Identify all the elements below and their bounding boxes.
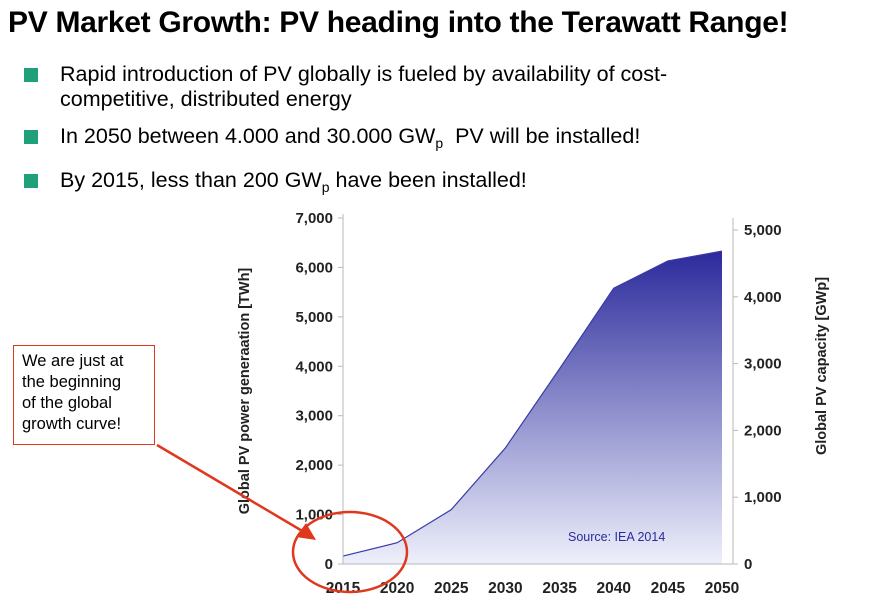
source-annotation: Source: IEA 2014 [568, 530, 665, 544]
bullet-text: In 2050 between 4.000 and 30.000 GW [60, 124, 436, 148]
bullet-text: By 2015, less than 200 GW [60, 168, 322, 192]
bullet-list: Rapid introduction of PV globally is fue… [24, 62, 667, 212]
x-tick-label: 2030 [488, 580, 522, 597]
y-tick-label: 6,000 [295, 259, 333, 276]
bullet-square-icon [24, 174, 38, 188]
bullet-subscript: p [435, 135, 444, 151]
x-tick-label: 2040 [596, 580, 630, 597]
y-tick-label: 7,000 [295, 210, 333, 227]
callout-box: We are just at the beginning of the glob… [13, 345, 155, 445]
y2-axis-label: Global PV capacity [GWp] [814, 277, 830, 455]
x-tick-label: 2020 [380, 580, 414, 597]
highlight-ellipse [291, 510, 409, 594]
bullet-text-end: PV will be installed! [443, 124, 641, 148]
bullet-text-continued: competitive, distributed energy [60, 87, 352, 111]
pv-series-line [342, 250, 723, 557]
callout-line: We are just at [22, 352, 124, 370]
slide-title: PV Market Growth: PV heading into the Te… [8, 6, 789, 39]
y2-tick-label: 1,000 [744, 489, 782, 506]
bullet-item: By 2015, less than 200 GWp have been ins… [24, 168, 667, 200]
callout-line: of the global [22, 394, 112, 412]
pv-area [343, 251, 722, 565]
y-tick-label: 2,000 [295, 457, 333, 474]
bullet-subscript: p [321, 179, 330, 195]
y-tick-label: 3,000 [295, 408, 333, 425]
x-tick-label: 2050 [705, 580, 739, 597]
x-tick-label: 2035 [542, 580, 577, 597]
y2-tick-label: 2,000 [744, 422, 782, 439]
callout-arrow-line [156, 443, 305, 534]
callout-line: the beginning [22, 373, 122, 391]
x-tick-label: 2045 [651, 580, 686, 597]
y2-tick-label: 5,000 [744, 222, 782, 239]
bullet-item: Rapid introduction of PV globally is fue… [24, 62, 667, 112]
y-tick-label: 5,000 [295, 309, 333, 326]
y2-tick-label: 3,000 [744, 356, 782, 373]
callout-arrow-head-icon [296, 523, 316, 540]
y-tick-label: 4,000 [295, 358, 333, 375]
bullet-square-icon [24, 130, 38, 144]
x-tick-label: 2015 [326, 580, 361, 597]
y2-tick-label: 4,000 [744, 289, 782, 306]
y-tick-label: 0 [325, 556, 333, 573]
bullet-item: In 2050 between 4.000 and 30.000 GWp PV … [24, 124, 667, 156]
y-axis-label: Global PV power generaation [TWh] [237, 268, 253, 515]
bullet-square-icon [24, 68, 38, 82]
y-tick-label: 1,000 [295, 507, 333, 524]
bullet-text: Rapid introduction of PV globally is fue… [60, 62, 668, 86]
callout-line: growth curve! [22, 415, 122, 433]
bullet-text-end: have been installed! [329, 168, 527, 192]
y2-tick-label: 0 [744, 556, 752, 573]
x-tick-label: 2025 [434, 580, 469, 597]
